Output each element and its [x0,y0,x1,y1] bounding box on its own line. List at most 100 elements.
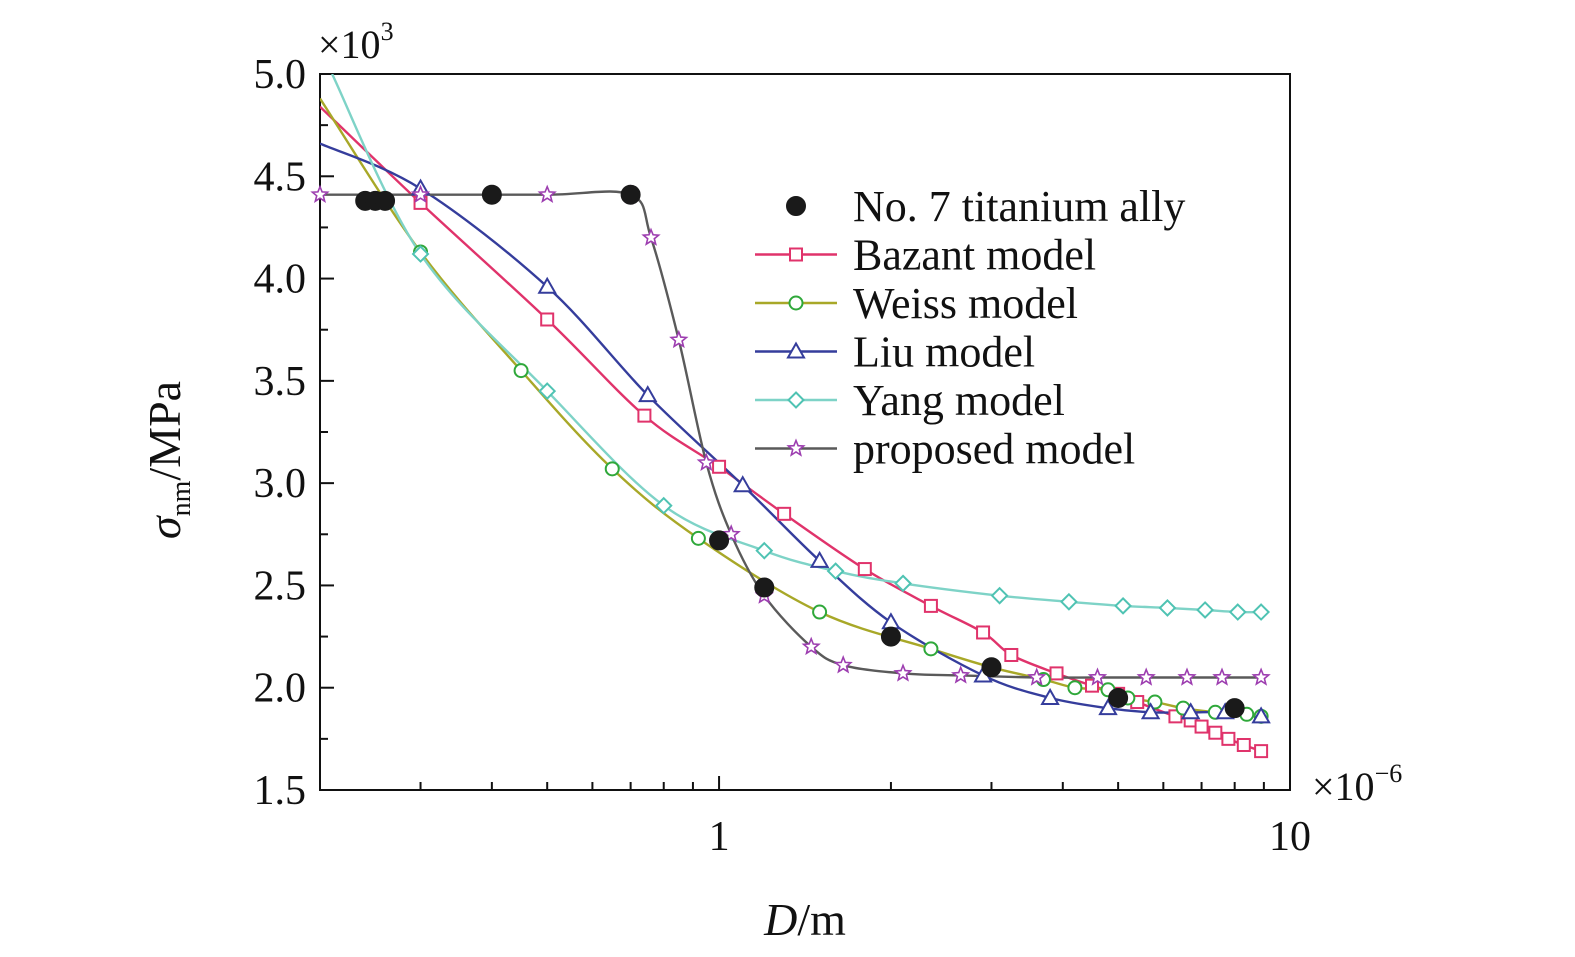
y-tick-label: 3.5 [254,359,307,405]
x-multiplier-exp: −6 [1375,759,1403,788]
data-point [923,598,938,613]
legend-marker [789,247,803,262]
y-tick-label: 3.0 [254,461,307,507]
data-point [1212,667,1232,686]
data-point [1221,731,1236,746]
data-point [481,184,502,205]
data-point [990,586,1009,605]
data-point [410,184,431,203]
x-axis-title: D/m [763,894,846,945]
data-point [833,655,853,674]
y-axis-unit: /MPa [139,381,190,481]
data-point [540,312,555,327]
data-point [801,636,821,656]
data-point [755,541,774,560]
y-multiplier-exp: 3 [381,17,394,46]
data-point [1236,737,1251,752]
data-point [375,190,396,211]
y-tick-label: 2.5 [254,563,307,609]
data-point [537,276,557,294]
data-point [1067,680,1083,696]
legend-label: No. 7 titanium ally [853,182,1185,231]
legend-marker [787,391,805,409]
data-point [1254,744,1269,759]
data-point [604,461,620,477]
data-point [690,530,706,546]
data-point [1194,719,1209,734]
data-point [894,574,912,593]
data-point [709,530,730,551]
data-point [641,227,661,246]
data-point [1040,687,1060,705]
data-point [893,663,913,682]
legend-marker [786,341,806,359]
data-point [1060,592,1078,611]
data-point [637,408,652,423]
data-point [857,562,872,577]
series-line [331,74,1262,614]
data-point [696,452,717,471]
data-point [1177,667,1197,686]
series-line [320,142,1262,718]
data-point [951,665,971,684]
plot-area: 1.5 2.0 2.5 3.0 3.5 4.0 4.5 5.0 1 10 [254,52,1312,860]
data-point [638,385,658,403]
data-point [1140,702,1161,720]
data-point [1252,603,1271,621]
data-point [1027,667,1047,686]
y-multiplier-base: ×10 [318,22,381,67]
data-point [513,363,529,379]
legend-label: proposed model [853,425,1135,474]
y-tick-label: 5.0 [254,52,307,98]
y-multiplier: ×103 [318,17,394,67]
data-point [1049,666,1064,681]
data-point [411,245,430,263]
data-point [537,184,557,203]
legend-label: Weiss model [853,279,1078,328]
data-point [620,184,641,205]
data-point [732,475,753,493]
data-point [976,625,991,640]
data-point [981,657,1002,678]
legend-marker [786,438,806,457]
data-point [1136,667,1156,686]
data-point [310,184,330,203]
y-axis-symbol: σ [139,514,190,539]
data-point [881,612,901,630]
data-point [826,562,845,581]
data-point [923,641,939,657]
legend-marker [786,196,806,216]
data-point [812,604,828,620]
x-tick-label: 1 [709,814,730,860]
data-point [1251,706,1271,724]
y-axis-title: σnm/MPa [139,381,197,539]
data-point [1251,667,1271,686]
data-point [1108,687,1129,708]
data-point [1158,599,1177,617]
data-point [1224,698,1245,719]
x-axis-symbol: D [763,894,797,945]
data-point [1114,596,1132,615]
data-point [654,496,673,515]
y-tick-label: 4.0 [254,257,307,303]
data-point [1180,702,1201,720]
x-axis-unit: /m [797,894,846,945]
y-axis-subscript: nm [166,480,197,516]
x-tick-label: 10 [1269,814,1311,860]
data-point [669,329,689,349]
data-point [1087,667,1108,686]
data-point [1098,698,1118,716]
y-tick-label: 1.5 [254,768,307,814]
data-point [777,506,792,521]
data-point [880,626,901,647]
data-point [1208,725,1223,740]
data-point [809,550,830,568]
data-point [1196,601,1214,619]
y-tick-label: 4.5 [254,154,307,200]
data-point [712,459,727,474]
data-point [538,382,557,400]
data-point [1228,603,1247,621]
legend-marker [788,295,804,311]
